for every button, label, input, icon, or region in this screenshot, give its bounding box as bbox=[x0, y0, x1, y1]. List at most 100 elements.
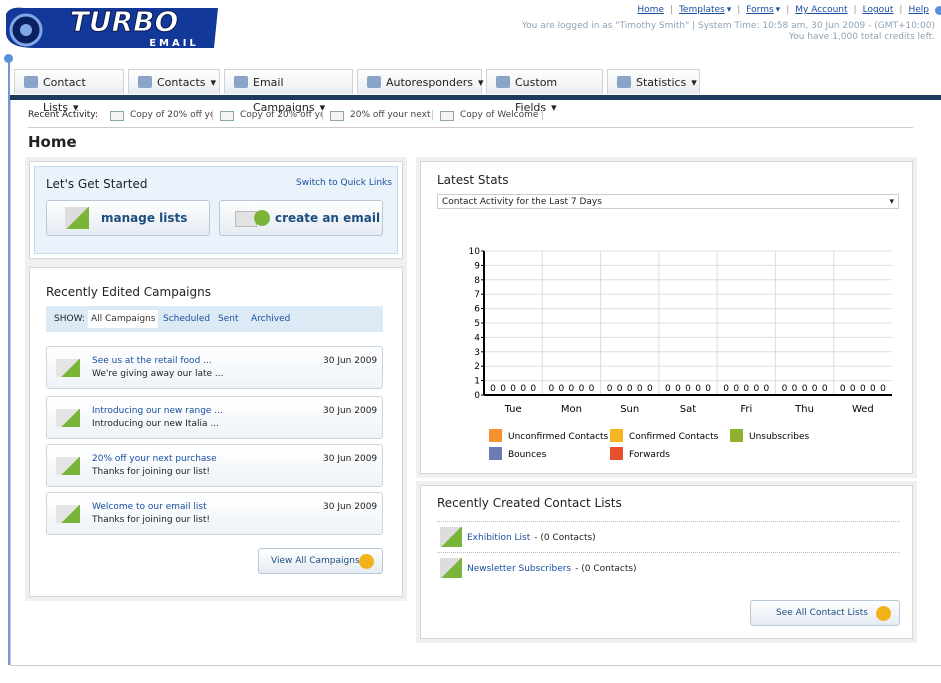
panel-title: Latest Stats bbox=[437, 173, 509, 187]
separator: | bbox=[669, 5, 673, 15]
campaign-title: 20% off your next purchase bbox=[92, 454, 217, 464]
campaign-item[interactable]: Welcome to our email list Thanks for join… bbox=[46, 492, 383, 535]
dotted-line bbox=[437, 552, 900, 553]
recent-label: Recent Activity: bbox=[28, 110, 99, 120]
header-link[interactable]: Logout bbox=[862, 5, 894, 15]
value-label: 0 bbox=[733, 384, 739, 394]
credits: You have 1,000 total credits left. bbox=[788, 32, 935, 42]
filter[interactable]: Sent bbox=[218, 314, 239, 324]
header-link[interactable]: My Account bbox=[795, 5, 848, 15]
status: You are logged in as "Timothy Smith" | S… bbox=[521, 21, 935, 31]
filter[interactable]: Scheduled bbox=[163, 314, 211, 324]
icon bbox=[56, 359, 80, 377]
y-tick-label: 9 bbox=[474, 261, 480, 271]
value-label: 0 bbox=[500, 384, 506, 394]
value-label: 0 bbox=[764, 384, 770, 394]
dropdown-arrow: ▾ bbox=[72, 101, 79, 114]
nav-tab[interactable]: Contacts ▾ bbox=[128, 69, 220, 94]
select[interactable]: Contact Activity for the Last 7 Days ▾ bbox=[437, 194, 899, 209]
value-label: 0 bbox=[822, 384, 828, 394]
filter[interactable]: Archived bbox=[251, 314, 291, 324]
filter[interactable]: All Campaigns bbox=[88, 310, 159, 328]
icon bbox=[56, 457, 80, 475]
tab-icon bbox=[24, 76, 38, 88]
nav-tab[interactable]: Email Campaigns ▾ bbox=[224, 69, 353, 114]
nav-bar bbox=[10, 95, 941, 100]
campaign-item[interactable]: Introducing our new range ... Introducing… bbox=[46, 396, 383, 439]
value-label: 0 bbox=[559, 384, 565, 394]
icon bbox=[56, 409, 80, 427]
value-label: 0 bbox=[607, 384, 613, 394]
nav-tab[interactable]: Custom Fields ▾ bbox=[486, 69, 603, 114]
nav-tab[interactable]: Statistics ▾ bbox=[607, 69, 700, 94]
mail-icon bbox=[110, 111, 124, 121]
list-icon bbox=[440, 558, 462, 578]
list-name[interactable]: Exhibition List bbox=[467, 533, 531, 543]
side-dot bbox=[4, 54, 13, 63]
value-label: 0 bbox=[579, 384, 585, 394]
tab-label: Contacts bbox=[157, 76, 206, 89]
see-all-button[interactable]: See All Contact Lists bbox=[750, 600, 900, 626]
campaign-date: 30 Jun 2009 bbox=[323, 454, 378, 464]
x-tick-label: Mon bbox=[561, 404, 582, 415]
y-tick-label: 5 bbox=[474, 319, 480, 329]
campaign-preview: Thanks for joining our list! bbox=[92, 515, 211, 525]
campaign-title: See us at the retail food ... bbox=[92, 356, 212, 366]
recent-item[interactable]: Copy of 20% off yo bbox=[130, 110, 213, 120]
value-label: 0 bbox=[753, 384, 759, 394]
campaign-preview: Thanks for joining our list! bbox=[92, 467, 211, 477]
button-label: manage lists bbox=[101, 211, 188, 225]
legend-swatch bbox=[489, 447, 502, 460]
nav-tab[interactable]: Autoresponders ▾ bbox=[357, 69, 484, 94]
value-label: 0 bbox=[870, 384, 876, 394]
value-label: 0 bbox=[695, 384, 701, 394]
value-label: 0 bbox=[792, 384, 798, 394]
recent-item[interactable]: Copy of Welcome to bbox=[460, 110, 543, 120]
header-link[interactable]: Templates bbox=[678, 5, 725, 15]
tab-icon bbox=[367, 76, 381, 88]
value-label: 0 bbox=[723, 384, 729, 394]
side-line bbox=[8, 58, 10, 665]
recent-item[interactable]: 20% off your next p bbox=[350, 110, 433, 120]
dropdown-arrow: ▾ bbox=[478, 76, 484, 89]
x-tick-label: Fri bbox=[740, 404, 752, 415]
logo[interactable]: TURBO EMAIL bbox=[4, 4, 222, 52]
show-label: SHOW: bbox=[54, 314, 85, 324]
tab-label: Statistics bbox=[636, 76, 687, 89]
nav-tab[interactable]: Contact Lists ▾ bbox=[14, 69, 124, 114]
campaign-preview: We're giving away our late ... bbox=[92, 369, 224, 379]
value-label: 0 bbox=[675, 384, 681, 394]
header-link[interactable]: Forms bbox=[746, 5, 774, 15]
value-label: 0 bbox=[490, 384, 496, 394]
value-label: 0 bbox=[812, 384, 818, 394]
recent-item[interactable]: Copy of 20% off yo bbox=[240, 110, 323, 120]
campaign-item[interactable]: See us at the retail food ... We're givin… bbox=[46, 346, 383, 389]
y-tick-label: 10 bbox=[469, 247, 481, 257]
value-label: 0 bbox=[860, 384, 866, 394]
legend-swatch bbox=[610, 447, 623, 460]
stats-panel bbox=[420, 161, 913, 474]
panel-title: Recently Created Contact Lists bbox=[437, 496, 622, 510]
value-label: 0 bbox=[548, 384, 554, 394]
view-all-button[interactable]: View All Campaigns bbox=[258, 548, 383, 574]
legend-swatch bbox=[730, 429, 743, 442]
tab-label: Custom Fields bbox=[515, 76, 558, 114]
campaign-item[interactable]: 20% off your next purchase Thanks for joi… bbox=[46, 444, 383, 487]
select-value: Contact Activity for the Last 7 Days bbox=[442, 197, 602, 207]
header-link[interactable]: Help bbox=[908, 5, 929, 15]
value-label: 0 bbox=[685, 384, 691, 394]
panel-title: Let's Get Started bbox=[46, 177, 148, 191]
switch-link[interactable]: Switch to Quick Links bbox=[296, 178, 392, 188]
button[interactable]: create an email bbox=[219, 200, 383, 236]
list-name[interactable]: Newsletter Subscribers bbox=[467, 564, 572, 574]
tab-icon bbox=[138, 76, 152, 88]
icon bbox=[56, 505, 80, 523]
y-tick-label: 1 bbox=[474, 377, 480, 387]
y-tick-label: 8 bbox=[474, 276, 480, 286]
header-link[interactable]: Home bbox=[637, 5, 664, 15]
legend-swatch bbox=[610, 429, 623, 442]
icon bbox=[65, 207, 89, 229]
button[interactable]: manage lists bbox=[46, 200, 210, 236]
logo-subtitle: EMAIL bbox=[149, 38, 199, 49]
dropdown-arrow: ▾ bbox=[319, 101, 326, 114]
